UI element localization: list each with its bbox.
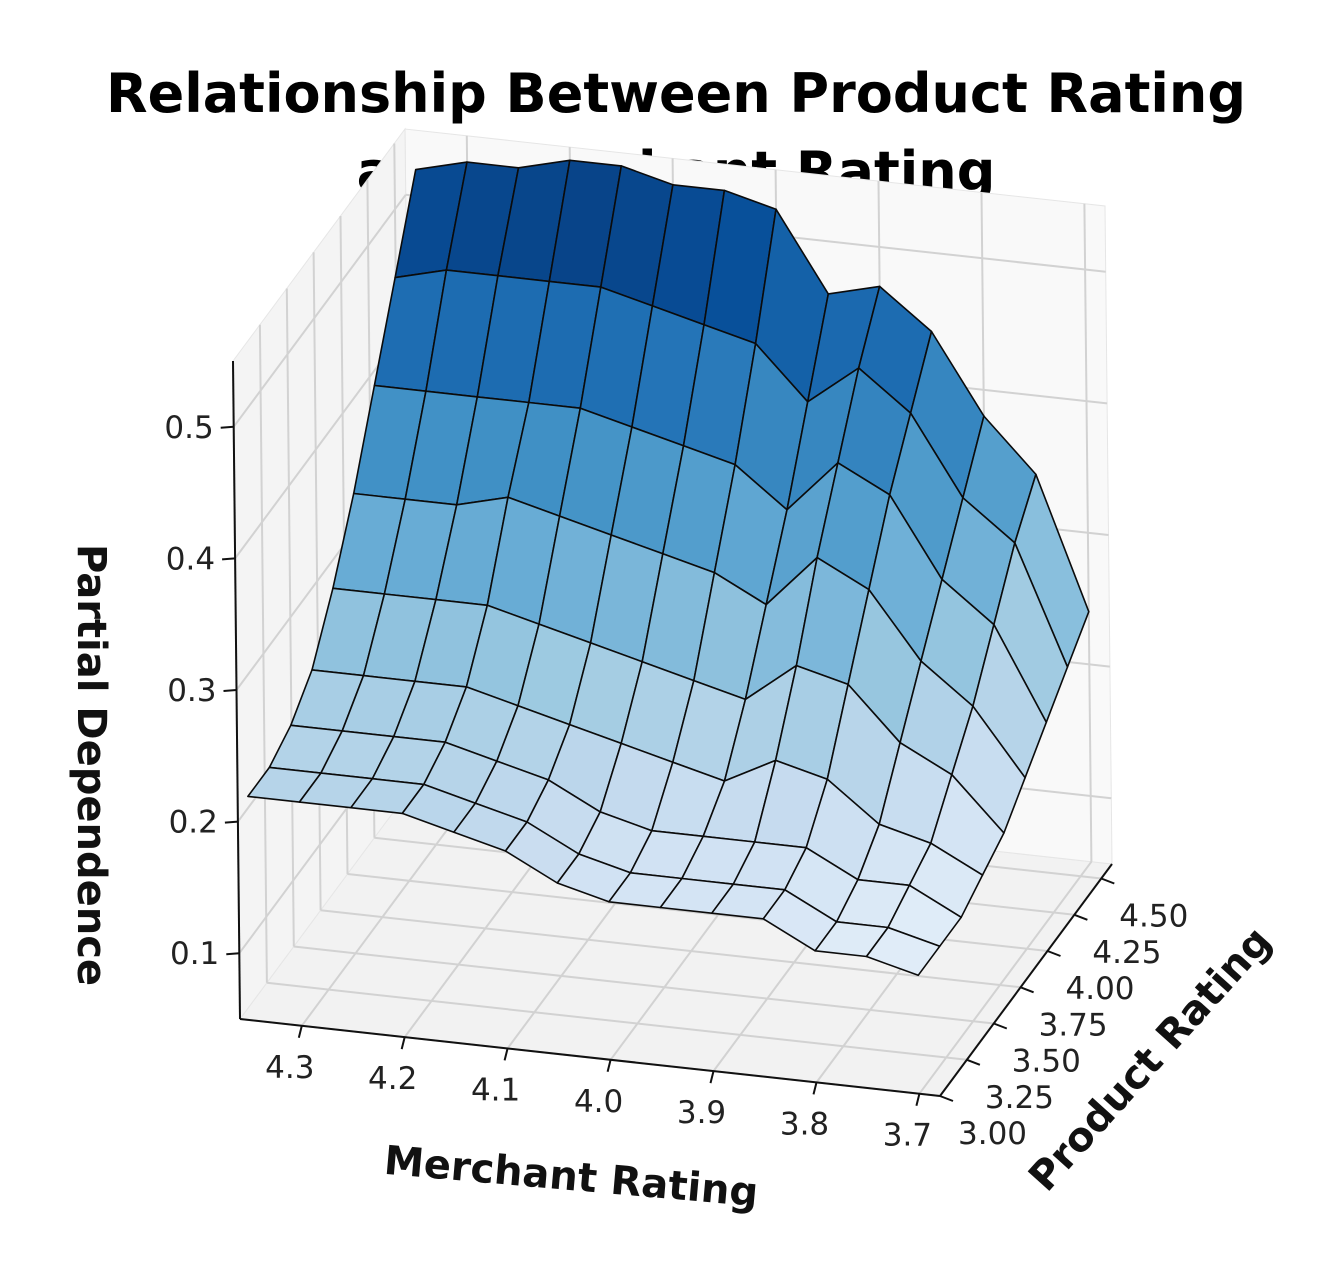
gridline-z-side [232, 194, 407, 428]
x-tick-mark [606, 1059, 612, 1073]
tick-labels: 4.3 4.2 4.1 4.0 3.9 3.8 3.7 3.003.253.503.754.0… [164, 410, 1188, 1154]
y-tick-label: 4.00 [1066, 971, 1135, 1007]
z-axis-label: Partial Dependence [68, 544, 114, 986]
gridline-y-floor [266, 981, 968, 1061]
y-tick-mark [993, 1022, 1008, 1030]
y-tick-label: 4.50 [1119, 899, 1188, 935]
z-tick-label: 0.1 [170, 936, 219, 972]
z-tick-label: 0.3 [167, 673, 216, 709]
y-tick-label: 3.50 [1012, 1044, 1081, 1080]
gridline-x-floor [300, 793, 475, 1027]
axis-lines [220, 360, 1115, 1106]
x-tick-label: 4.0 [574, 1084, 623, 1120]
y-tick-mark [1020, 986, 1034, 994]
x-axis-line [239, 1018, 941, 1097]
y-tick-mark [1047, 950, 1061, 957]
y-tick-label: 3.00 [958, 1116, 1027, 1152]
x-tick-mark [297, 1025, 303, 1039]
gridline-x-floor [918, 861, 1093, 1095]
z-tick-mark [223, 689, 237, 692]
y-axis-line [939, 863, 1113, 1097]
x-tick-label: 4.3 [265, 1050, 314, 1086]
chart-title-line-1: Relationship Between Product Rating [106, 62, 1246, 125]
y-tick-label: 3.25 [985, 1080, 1054, 1116]
y-tick-mark [966, 1058, 981, 1066]
z-tick-mark [222, 557, 236, 561]
y-tick-mark [939, 1095, 954, 1102]
x-tick-label: 3.8 [780, 1106, 829, 1142]
y-tick-label: 4.25 [1092, 935, 1161, 971]
z-tick-mark [226, 952, 240, 956]
x-tick-label: 4.1 [471, 1072, 520, 1108]
z-tick-label: 0.4 [166, 541, 215, 577]
x-tick-mark [709, 1070, 715, 1084]
x-tick-mark [503, 1048, 509, 1061]
z-tick-label: 0.5 [164, 410, 213, 446]
x-tick-label: 4.2 [368, 1061, 417, 1097]
gridline-y-floor [293, 945, 994, 1025]
z-tick-mark [220, 425, 234, 429]
x-tick-label: 3.7 [883, 1118, 932, 1154]
x-tick-mark [812, 1082, 818, 1095]
x-tick-mark [400, 1036, 406, 1050]
z-tick-label: 0.2 [169, 805, 218, 841]
gridline-y-floor [320, 909, 1021, 989]
x-tick-mark [915, 1093, 921, 1106]
z-tick-mark [224, 820, 238, 824]
y-tick-mark [1100, 877, 1115, 885]
surface-mesh [247, 159, 1090, 977]
x-tick-label: 3.9 [677, 1095, 726, 1131]
y-tick-label: 3.75 [1039, 1007, 1108, 1043]
y-tick-mark [1074, 913, 1088, 921]
x-axis-label: Merchant Rating [382, 1138, 760, 1217]
surface-cell [865, 926, 941, 977]
